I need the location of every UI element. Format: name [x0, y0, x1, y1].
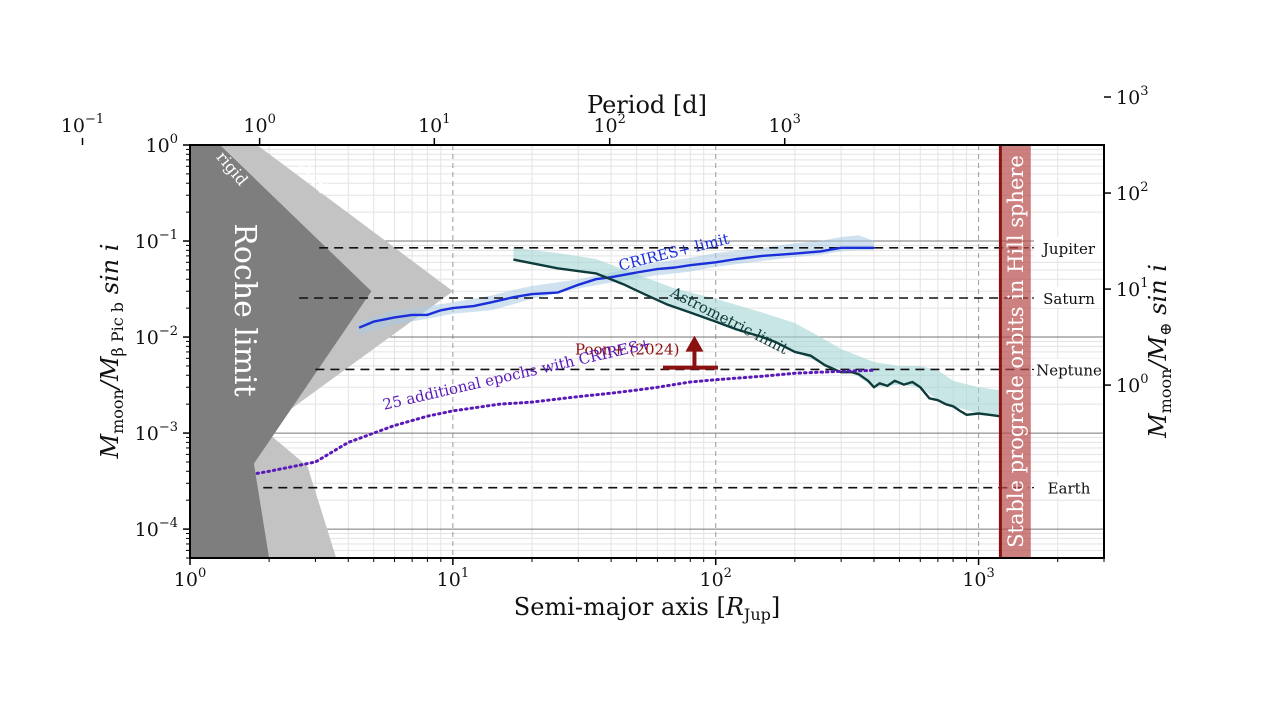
y-tick-label: 10−2 — [135, 324, 178, 349]
x-axis-label: Semi-major axis [RJup] — [514, 593, 781, 624]
x-tick-label-exp: 2 — [724, 566, 732, 581]
top-tick-label: 101 — [418, 112, 450, 137]
poon-arrow-head — [685, 335, 704, 352]
y-tick-label: 10−3 — [135, 420, 178, 445]
right-tick-label-base: 10 — [1116, 183, 1140, 205]
top-tick-label-base: 10 — [418, 115, 442, 137]
x-tick-label: 102 — [699, 566, 731, 591]
y-tick-label: 100 — [146, 132, 178, 157]
y-tick-label-base: 10 — [146, 135, 170, 157]
right-tick-label-exp: 3 — [1140, 84, 1148, 99]
y-tick-label-base: 10 — [135, 231, 159, 253]
y-tick-label-exp: −3 — [159, 420, 178, 435]
x-tick-label: 100 — [174, 566, 206, 591]
astrometric-uncertainty-band — [513, 247, 1000, 417]
series-line-0 — [358, 246, 874, 329]
top-tick-label-base: 10 — [768, 115, 792, 137]
right-tick-label: 102 — [1116, 180, 1148, 205]
right-axis-label-main: M — [1144, 412, 1172, 439]
y-tick-label-base: 10 — [135, 519, 159, 541]
right-axis-label: Mmoon/M⊕ sin i — [1144, 264, 1175, 439]
top-tick-label-exp: 2 — [618, 112, 626, 127]
x-axis-label-prefix: Semi-major axis [ — [514, 593, 726, 621]
x-tick-label-exp: 0 — [198, 566, 206, 581]
x-axis-label-suffix: ] — [771, 593, 780, 621]
planet-label-bg — [1034, 358, 1104, 380]
right-axis-label-mid: /M — [1144, 334, 1172, 370]
x-tick-label-base: 10 — [174, 569, 198, 591]
series-line-2 — [255, 368, 876, 475]
top-tick-label: 102 — [593, 112, 625, 137]
uncertainty-bands — [359, 235, 1000, 417]
planet-reference-lines: Jupiter Saturn Neptune Earth — [263, 236, 1104, 498]
planet-label-saturn: Saturn — [1043, 290, 1095, 308]
x-tick-label-exp: 1 — [461, 566, 469, 581]
right-axis-label-sub1: moon — [1156, 369, 1175, 414]
planet-label-earth: Earth — [1048, 480, 1091, 498]
y-axis-label-sub1: moon — [108, 389, 127, 434]
hill-sphere-region: Stable prograde orbits in Hill sphere — [998, 145, 1031, 558]
top-tick-label-exp: 3 — [793, 112, 801, 127]
right-tick-label: 100 — [1116, 372, 1148, 397]
x-axis-label-sub: Jup — [742, 605, 771, 624]
right-tick-label-base: 10 — [1116, 375, 1140, 397]
top-tick-label: 103 — [768, 112, 800, 137]
y-axis-label-mid: /M — [96, 355, 124, 391]
top-axis-label: Period [d] — [587, 91, 707, 119]
y-tick-label-exp: −2 — [159, 324, 178, 339]
y-axis-label: Mmoon/Mβ Pic b sin i — [96, 244, 127, 460]
planet-label-bg — [1034, 476, 1104, 498]
top-tick-label-exp: 0 — [268, 112, 276, 127]
poon-marker-group: Poon+ (2024) — [575, 335, 718, 370]
right-axis-label-sub2: ⊕ — [1156, 322, 1175, 335]
top-tick-label: 100 — [243, 112, 275, 137]
right-tick-label-base: 10 — [1116, 279, 1140, 301]
top-tick-label-base: 10 — [61, 115, 85, 137]
series-lines — [255, 246, 1000, 475]
x-tick-label: 103 — [962, 566, 994, 591]
y-axis-label-main: M — [96, 432, 124, 459]
right-tick-label: 101 — [1116, 276, 1148, 301]
y-tick-label: 10−4 — [135, 516, 178, 541]
x-tick-label-exp: 3 — [987, 566, 995, 581]
planet-label-jupiter: Jupiter — [1041, 240, 1096, 258]
series-line-1 — [513, 258, 1000, 418]
right-tick-label-base: 10 — [1116, 87, 1140, 109]
right-tick-label-exp: 0 — [1140, 372, 1148, 387]
right-tick-label-exp: 1 — [1140, 276, 1148, 291]
hill-region-band — [999, 145, 1031, 558]
roche-limit-label: Roche limit — [227, 223, 262, 396]
y-tick-label-base: 10 — [135, 327, 159, 349]
hill-region-label: Stable prograde orbits in Hill sphere — [1004, 155, 1028, 548]
x-axis-label-symbol: R — [725, 593, 744, 621]
planet-label-neptune: Neptune — [1036, 361, 1102, 379]
x-tick-label: 101 — [437, 566, 469, 591]
y-axis-label-tail: sin i — [96, 244, 124, 302]
right-axis-label-tail: sin i — [1144, 264, 1172, 322]
y-tick-label-exp: 0 — [170, 132, 178, 147]
y-tick-label: 10−1 — [135, 228, 178, 253]
planet-label-bg — [1034, 287, 1104, 309]
y-tick-label-exp: −4 — [159, 516, 178, 531]
y-tick-label-base: 10 — [135, 423, 159, 445]
crires-uncertainty-band — [359, 235, 875, 335]
top-tick-label: 10−1 — [61, 112, 104, 137]
top-tick-label-base: 10 — [243, 115, 267, 137]
y-axis-label-sub2: β Pic b — [108, 302, 127, 357]
right-tick-label: 103 — [1116, 84, 1148, 109]
top-tick-label-exp: −1 — [85, 112, 104, 127]
x-tick-label-base: 10 — [962, 569, 986, 591]
top-tick-label-exp: 1 — [442, 112, 450, 127]
poon-label: Poon+ (2024) — [575, 341, 679, 359]
top-tick-label-base: 10 — [593, 115, 617, 137]
planet-label-bg — [1034, 236, 1104, 258]
x-tick-label-base: 10 — [437, 569, 461, 591]
y-tick-label-exp: −1 — [159, 228, 178, 243]
x-tick-label-base: 10 — [699, 569, 723, 591]
right-tick-label-exp: 2 — [1140, 180, 1148, 195]
